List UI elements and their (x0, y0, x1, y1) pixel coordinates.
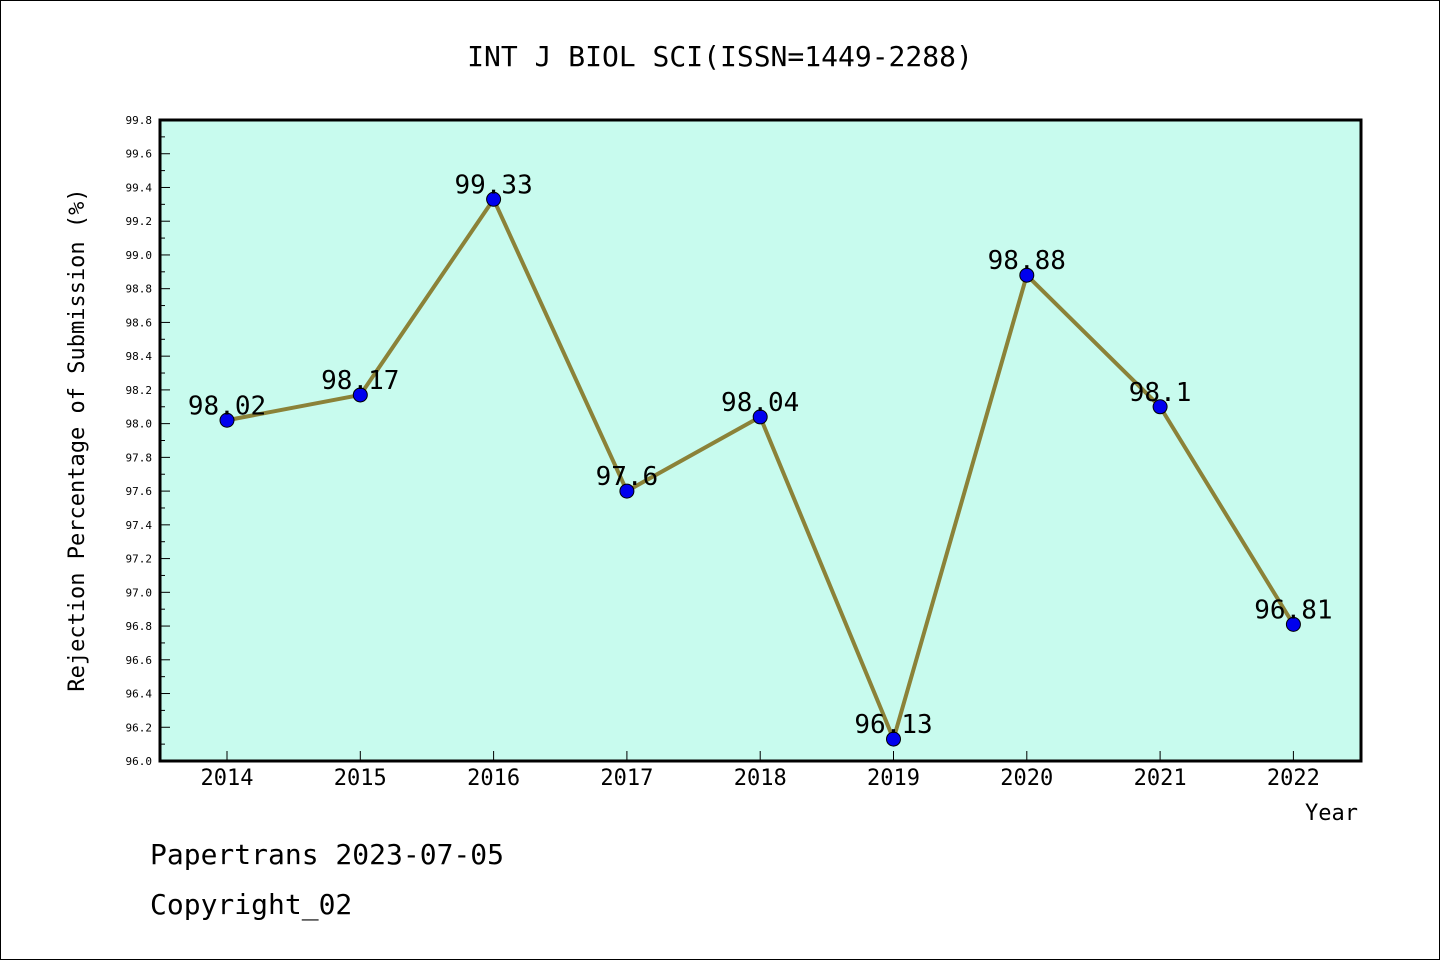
y-tick-label: 96.4 (126, 688, 153, 701)
data-label: 98.1 (1129, 378, 1192, 408)
x-tick-label: 2016 (467, 766, 520, 791)
data-point (752, 409, 768, 425)
x-tick-label: 2018 (734, 766, 787, 791)
data-label: 96.81 (1254, 595, 1332, 625)
x-tick-label: 2017 (600, 766, 653, 791)
x-tick-label: 2014 (201, 766, 254, 791)
y-tick-label: 99.4 (126, 181, 153, 194)
y-tick-label: 97.0 (126, 586, 153, 599)
data-label: 98.02 (188, 391, 266, 421)
y-tick-label: 97.2 (126, 553, 153, 566)
y-tick-label: 96.0 (126, 755, 153, 768)
y-tick-label: 97.4 (126, 519, 153, 532)
data-point (1019, 267, 1035, 283)
y-axis-label: Rejection Percentage of Submission (%) (65, 188, 90, 691)
y-tick-label: 98.6 (126, 316, 153, 329)
y-tick-label: 99.0 (126, 249, 153, 262)
data-point (219, 412, 235, 428)
y-tick-label: 96.8 (126, 620, 153, 633)
y-tick-label: 96.6 (126, 654, 153, 667)
data-point (486, 191, 502, 207)
y-tick-label: 98.2 (126, 384, 153, 397)
data-point (886, 731, 901, 747)
data-label: 96.13 (854, 710, 932, 740)
x-axis: 2014 2015 2016 2017 2018 2019 2020 2021 2022 (201, 751, 1320, 791)
y-tick-label: 98.0 (126, 418, 153, 431)
data-point (1152, 399, 1168, 415)
chart-title: INT J BIOL SCI(ISSN=1449-2288) (467, 40, 973, 73)
series-group: 98.02 98.17 99.33 97.6 98.04 96.13 98.88 98.1 96… (188, 170, 1333, 747)
y-tick-label: 97.8 (126, 451, 153, 464)
x-tick-label: 2020 (1000, 766, 1053, 791)
x-axis-label: Year (1305, 801, 1358, 826)
data-point (352, 387, 368, 403)
data-point (1285, 616, 1301, 632)
x-tick-label: 2022 (1267, 766, 1320, 791)
footer-copyright: Copyright_02 (150, 888, 352, 922)
y-tick-label: 98.8 (126, 283, 153, 296)
y-tick-label: 97.6 (126, 485, 153, 498)
y-tick-label: 99.8 (126, 114, 153, 127)
y-tick-label: 99.2 (126, 215, 153, 228)
x-tick-label: 2021 (1134, 766, 1187, 791)
y-axis: 96.0 96.2 96.4 96.6 96.8 97.0 97.2 97.4 97.6 97.8… (126, 114, 170, 768)
x-tick-label: 2015 (334, 766, 387, 791)
x-tick-label: 2019 (867, 766, 920, 791)
footer-papertrans: Papertrans 2023-07-05 (150, 838, 504, 871)
data-label: 97.6 (596, 462, 659, 492)
data-label: 98.04 (721, 388, 799, 418)
data-point (619, 483, 635, 499)
data-label: 98.88 (988, 246, 1066, 276)
plot-area (158, 118, 1363, 763)
y-tick-label: 99.6 (126, 148, 153, 161)
y-tick-label: 98.4 (126, 350, 153, 363)
y-tick-label: 96.2 (126, 721, 153, 734)
data-label: 99.33 (454, 170, 532, 200)
data-label: 98.17 (321, 366, 399, 396)
